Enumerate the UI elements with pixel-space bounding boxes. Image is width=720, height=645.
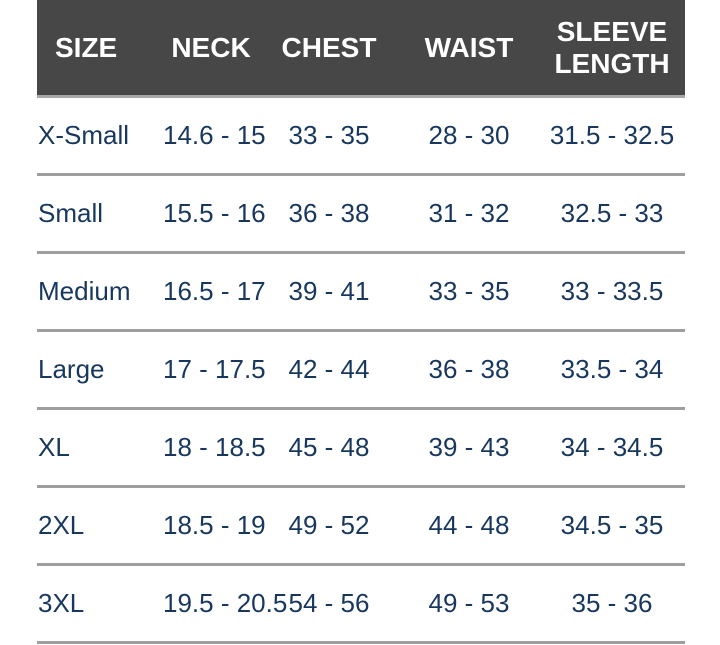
cell-chest: 33 - 35	[259, 96, 399, 176]
cell-waist: 39 - 43	[399, 408, 539, 488]
cell-sleeve-length: 34 - 34.5	[539, 408, 685, 488]
cell-neck: 16.5 - 17	[163, 252, 266, 332]
cell-chest: 39 - 41	[259, 252, 399, 332]
table-row: 3XL 19.5 - 20.5 54 - 56 49 - 53 35 - 36	[37, 564, 685, 644]
cell-sleeve-length: 33.5 - 34	[539, 330, 685, 410]
cell-chest: 54 - 56	[259, 564, 399, 644]
column-header-chest: CHEST	[259, 0, 399, 98]
cell-sleeve-length: 34.5 - 35	[539, 486, 685, 566]
cell-size: 3XL	[37, 564, 163, 644]
cell-neck: 18 - 18.5	[163, 408, 266, 488]
column-header-size: SIZE	[37, 0, 163, 98]
table-row: 2XL 18.5 - 19 49 - 52 44 - 48 34.5 - 35	[37, 486, 685, 566]
cell-size: 2XL	[37, 486, 163, 566]
cell-neck: 17 - 17.5	[163, 330, 266, 410]
cell-waist: 33 - 35	[399, 252, 539, 332]
cell-neck: 15.5 - 16	[163, 174, 266, 254]
cell-sleeve-length: 33 - 33.5	[539, 252, 685, 332]
cell-sleeve-length: 35 - 36	[539, 564, 685, 644]
table-body: X-Small 14.6 - 15 33 - 35 28 - 30 31.5 - 32.…	[37, 96, 685, 644]
cell-chest: 45 - 48	[259, 408, 399, 488]
table-row: X-Small 14.6 - 15 33 - 35 28 - 30 31.5 - 32.…	[37, 96, 685, 176]
cell-neck: 18.5 - 19	[163, 486, 266, 566]
cell-waist: 36 - 38	[399, 330, 539, 410]
table-row: Medium 16.5 - 17 39 - 41 33 - 35 33 - 33.5	[37, 252, 685, 332]
table-row: Large 17 - 17.5 42 - 44 36 - 38 33.5 - 34	[37, 330, 685, 410]
cell-size: X-Small	[37, 96, 163, 176]
cell-neck: 19.5 - 20.5	[163, 564, 287, 644]
cell-size: Large	[37, 330, 163, 410]
cell-sleeve-length: 32.5 - 33	[539, 174, 685, 254]
cell-chest: 49 - 52	[259, 486, 399, 566]
size-chart-table: SIZE NECK CHEST WAIST SLEEVE LENGTH X-Sm…	[37, 0, 685, 644]
cell-chest: 36 - 38	[259, 174, 399, 254]
column-header-sleeve-length: SLEEVE LENGTH	[539, 0, 685, 98]
cell-waist: 44 - 48	[399, 486, 539, 566]
cell-chest: 42 - 44	[259, 330, 399, 410]
cell-waist: 31 - 32	[399, 174, 539, 254]
header-row: SIZE NECK CHEST WAIST SLEEVE LENGTH	[37, 0, 685, 98]
cell-size: Small	[37, 174, 163, 254]
table-row: Small 15.5 - 16 36 - 38 31 - 32 32.5 - 33	[37, 174, 685, 254]
table-row: XL 18 - 18.5 45 - 48 39 - 43 34 - 34.5	[37, 408, 685, 488]
table-header: SIZE NECK CHEST WAIST SLEEVE LENGTH	[37, 0, 685, 98]
cell-sleeve-length: 31.5 - 32.5	[539, 96, 685, 176]
column-header-neck: NECK	[163, 0, 259, 98]
cell-waist: 28 - 30	[399, 96, 539, 176]
column-header-waist: WAIST	[399, 0, 539, 98]
cell-size: Medium	[37, 252, 163, 332]
cell-size: XL	[37, 408, 163, 488]
cell-waist: 49 - 53	[399, 564, 539, 644]
cell-neck: 14.6 - 15	[163, 96, 266, 176]
